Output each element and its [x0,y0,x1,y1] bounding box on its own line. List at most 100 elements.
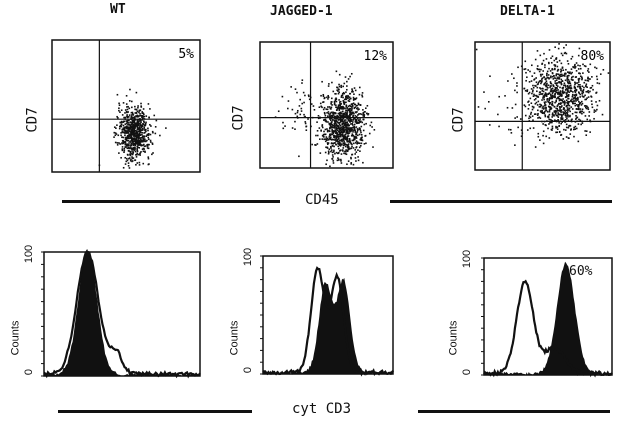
event-dot [132,121,135,124]
event-dot [339,135,342,138]
event-dot [549,106,552,108]
event-dot [569,84,572,87]
event-dot [527,108,530,110]
event-dot [359,150,361,152]
event-dot [347,146,350,149]
event-dot [581,93,584,95]
event-dot [564,75,566,77]
event-dot [599,73,602,75]
event-dot [291,108,294,111]
event-dot [556,61,559,63]
event-dot [134,105,136,108]
event-dot [140,114,143,117]
event-dot [332,156,334,158]
event-dot [544,115,547,118]
event-dot [558,77,561,79]
event-dot [557,68,559,71]
event-dot [137,106,139,109]
event-dot [528,91,531,94]
event-dot [136,147,138,150]
event-dot [584,98,586,101]
event-dot [351,111,353,114]
event-dot [345,124,348,126]
event-dot [331,126,334,129]
event-dot [139,131,141,133]
event-dot [582,90,585,92]
event-dot [341,108,343,110]
event-dot [352,147,355,149]
event-dot [314,144,316,146]
event-dot [131,106,133,109]
event-dot [343,98,346,101]
event-dot [348,98,351,101]
event-dot [565,96,567,98]
event-dot [355,97,358,99]
event-dot [346,146,349,149]
event-dot [554,94,556,96]
event-dot [581,85,584,88]
event-dot [539,117,542,119]
event-dot [539,105,541,108]
axis-bar-left-2 [58,410,252,413]
event-dot [296,115,299,118]
event-dot [316,143,319,145]
event-dot [335,131,337,134]
event-dot [330,122,333,124]
event-dot [356,107,359,109]
event-dot [359,118,361,120]
event-dot [342,107,344,110]
event-dot [542,59,545,62]
event-dot [134,108,136,111]
event-dot [128,167,131,169]
event-dot [577,108,580,111]
event-dot [575,94,578,97]
event-dot [566,91,568,94]
event-dot [584,65,587,68]
event-dot [536,104,539,106]
event-dot [594,66,596,69]
event-dot [141,148,144,151]
event-dot [338,141,341,144]
event-dot [576,116,579,119]
event-dot [591,76,593,78]
event-dot [120,156,122,159]
event-dot [588,71,590,73]
event-dot [350,162,353,164]
event-dot [357,103,360,106]
event-dot [144,145,147,147]
event-dot [571,93,574,96]
event-dot [141,129,143,131]
event-dot [559,81,561,84]
event-dot [356,111,358,113]
event-dot [123,127,126,129]
event-dot [136,116,139,118]
event-dot [576,120,578,123]
event-dot [534,102,537,105]
event-dot [580,75,582,78]
event-dot [339,121,342,123]
event-dot [581,90,584,93]
event-dot [143,136,146,138]
event-dot [544,104,546,107]
event-dot [118,109,120,112]
event-dot [584,130,586,132]
event-dot [573,128,575,131]
event-dot [137,118,140,121]
event-dot [579,87,581,90]
event-dot [554,95,556,98]
event-dot [330,102,332,105]
event-dot [560,110,562,112]
event-dot [134,135,137,138]
event-dot [563,52,566,55]
event-dot [601,113,604,116]
event-dot [554,46,556,48]
event-dot [573,135,575,138]
event-dot [151,153,153,156]
event-dot [118,102,120,105]
event-dot [130,152,132,155]
event-dot [544,84,547,87]
histogram-panel-0 [41,248,201,379]
event-dot [541,93,543,95]
event-dot [349,92,352,95]
event-dot [116,93,119,96]
